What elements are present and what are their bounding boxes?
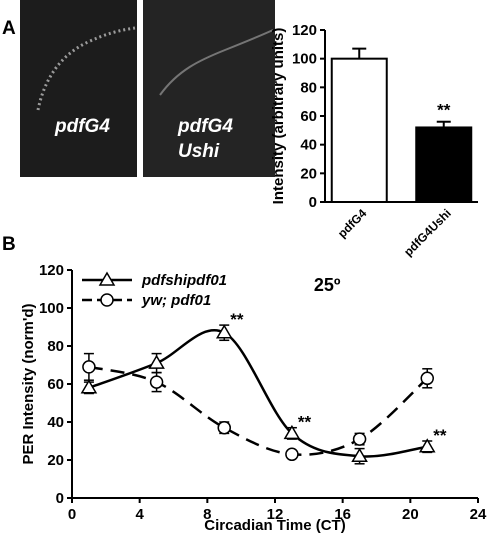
legend-label: yw; pdf01: [141, 292, 211, 309]
y-tick-label: 120: [39, 262, 64, 279]
data-point: [420, 371, 434, 386]
bar: [330, 57, 388, 203]
y-tick-label: 100: [39, 300, 64, 317]
data-point: [217, 420, 231, 435]
y-tick-label: 60: [47, 376, 64, 393]
x-tick-label: 8: [203, 506, 211, 523]
annotation: 25º: [314, 275, 341, 295]
x-tick-label: pdfG4: [335, 206, 370, 241]
data-point: [418, 438, 436, 453]
data-point: [285, 447, 299, 462]
x-tick-label: pdfG4Ushi: [401, 206, 454, 259]
y-tick-label: 60: [300, 108, 317, 125]
micrograph: [20, 0, 137, 177]
y-tick-label: 120: [292, 22, 317, 39]
y-tick-label: 20: [300, 165, 317, 182]
legend-marker: [100, 293, 114, 307]
annotation: **: [437, 101, 451, 120]
y-tick-label: 100: [292, 51, 317, 68]
panel-label: B: [2, 234, 16, 255]
y-tick-label: 0: [309, 194, 317, 211]
annotation: **: [230, 310, 244, 329]
micrograph-signal: [36, 26, 136, 111]
y-axis-label: PER Intensity (norm'd): [20, 303, 37, 464]
y-axis-label: Intensity (arbitrary units): [270, 28, 287, 205]
y-tick-label: 0: [56, 490, 64, 507]
image-label: Ushi: [178, 141, 220, 162]
bar: [415, 126, 473, 203]
image-label: pdfG4: [54, 116, 110, 137]
x-tick-label: 4: [135, 506, 144, 523]
series-line: [88, 365, 429, 456]
y-tick-label: 80: [47, 338, 64, 355]
image-label: pdfG4: [177, 116, 233, 137]
y-tick-label: 20: [47, 452, 64, 469]
data-point: [149, 375, 164, 389]
y-tick-label: 40: [47, 414, 64, 431]
data-point: [148, 354, 165, 369]
y-tick-label: 80: [300, 79, 317, 96]
y-tick-label: 40: [300, 137, 317, 154]
annotation: **: [298, 413, 312, 432]
x-tick-label: 12: [267, 506, 284, 523]
legend-marker: [98, 271, 116, 286]
data-point: [215, 324, 233, 339]
series-line: [88, 329, 428, 458]
x-tick-label: 24: [470, 506, 487, 523]
legend-label: pdfshipdf01: [141, 272, 227, 289]
data-point: [351, 447, 368, 462]
x-tick-label: 20: [402, 506, 419, 523]
data-point: [283, 424, 301, 440]
panel-label: A: [2, 18, 16, 39]
data-point: [82, 360, 96, 374]
x-tick-label: 0: [68, 506, 76, 523]
annotation: **: [433, 426, 447, 445]
data-point: [80, 379, 98, 394]
micrograph-signal: [159, 29, 274, 96]
data-point: [352, 432, 367, 446]
x-axis-label: Circadian Time (CT): [204, 517, 345, 534]
x-tick-label: 16: [334, 506, 351, 523]
